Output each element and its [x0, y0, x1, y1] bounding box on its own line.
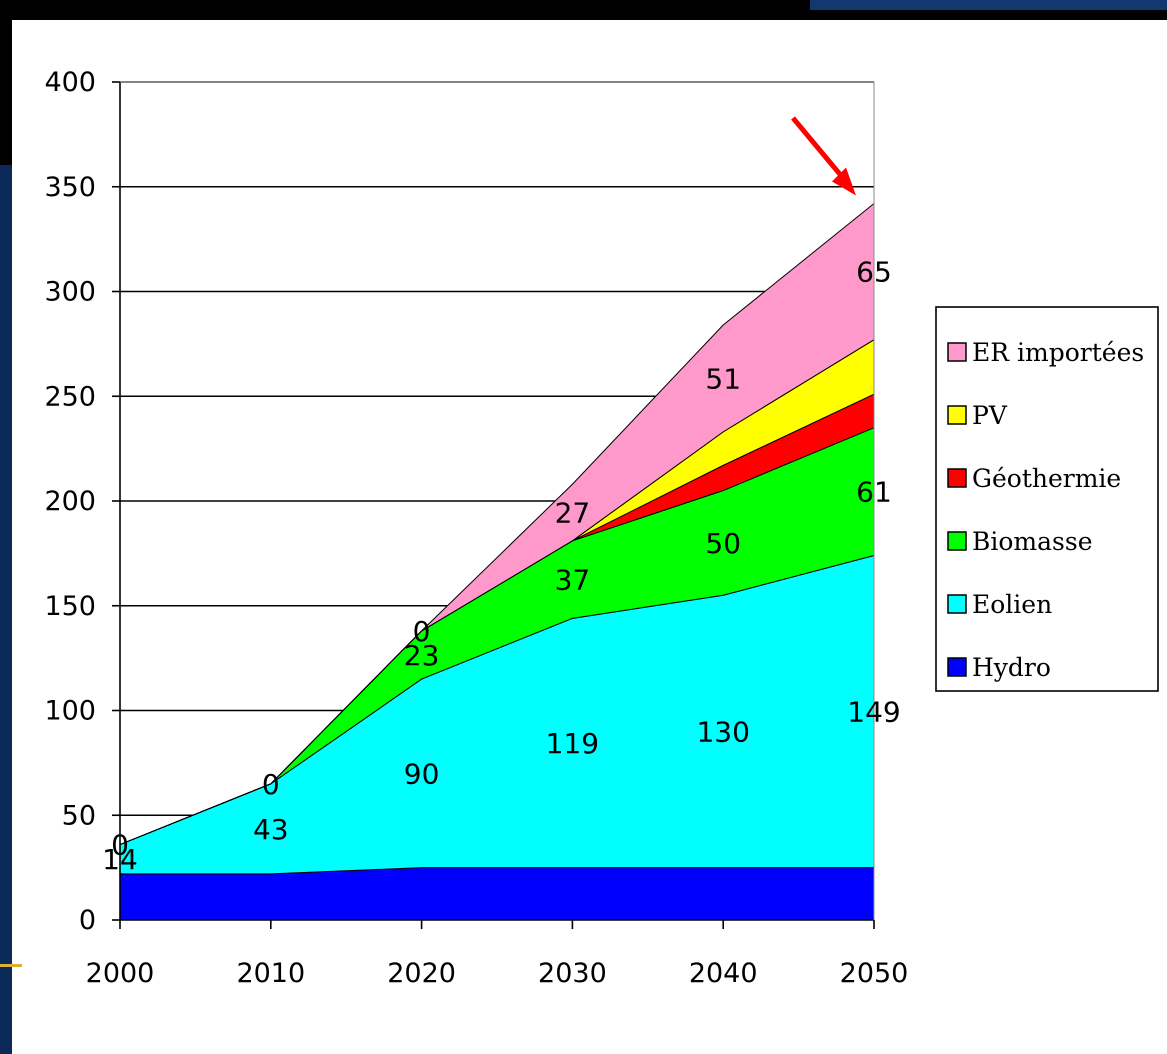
data-label: 14: [102, 843, 138, 876]
data-label: 27: [555, 497, 591, 530]
data-label: 90: [404, 757, 440, 790]
y-tick-label: 100: [44, 696, 96, 727]
legend-label: Biomasse: [972, 527, 1092, 556]
data-label: 0: [111, 829, 129, 862]
y-tick-label: 400: [44, 67, 96, 98]
legend-box: [935, 306, 1159, 692]
legend-swatch: [947, 342, 967, 362]
x-tick-label: 2020: [387, 958, 456, 989]
data-label: 50: [705, 527, 741, 560]
legend-swatch: [947, 531, 967, 551]
x-tick-label: 2040: [689, 958, 758, 989]
x-tick-label: 2010: [236, 958, 305, 989]
data-label: 23: [404, 639, 440, 672]
y-tick-label: 0: [79, 905, 96, 936]
legend-swatch: [947, 657, 967, 677]
top-right-blue-band: [810, 0, 1167, 10]
data-label: 51: [705, 362, 741, 395]
annotations: [791, 116, 856, 196]
legend-item: Géothermie: [947, 464, 1121, 493]
legend-item: Eolien: [947, 590, 1052, 619]
legend-label: ER importées: [972, 338, 1144, 367]
annotation-arrow-head: [832, 167, 856, 196]
legend: ER importées PV Géothermie Biomasse Eolien Hy…: [935, 306, 1159, 692]
legend-label: Hydro: [972, 653, 1051, 682]
data-label: 65: [856, 256, 892, 289]
data-label: 0: [262, 768, 280, 801]
legend-swatch: [947, 468, 967, 488]
data-label: 130: [696, 715, 749, 748]
x-tick-label: 2050: [840, 958, 909, 989]
area-layers: [119, 202, 875, 921]
legend-swatch: [947, 405, 967, 425]
y-tick-label: 300: [44, 277, 96, 308]
data-label: 37: [555, 564, 591, 597]
data-label: 119: [546, 727, 599, 760]
data-label: 149: [847, 696, 900, 729]
data-label: 61: [856, 476, 892, 509]
data-label: 0: [413, 615, 431, 648]
x-tick-label: 2000: [86, 958, 155, 989]
y-tick-label: 200: [44, 486, 96, 517]
legend-item: ER importées: [947, 338, 1144, 367]
legend-label: PV: [972, 401, 1008, 430]
y-tick-labels: 0 50 100 150 200 250 300 350 400: [44, 67, 120, 936]
legend-item: PV: [947, 401, 1008, 430]
x-tick-labels: 2000 2010 2020 2030 2040 2050: [86, 920, 909, 989]
legend-label: Eolien: [972, 590, 1052, 619]
data-labels: 14 43 90 119 130 149 23 37 50 61 0 0 0 27 51 65: [102, 256, 901, 877]
legend-item: Hydro: [947, 653, 1051, 682]
legend-swatch: [947, 594, 967, 614]
y-tick-label: 350: [44, 172, 96, 203]
data-label: 43: [253, 813, 289, 846]
slide-accent-line: [0, 964, 22, 967]
y-tick-label: 250: [44, 381, 96, 412]
annotation-arrow-shaft: [791, 116, 848, 184]
y-tick-label: 50: [62, 800, 96, 831]
legend-label: Géothermie: [972, 464, 1121, 493]
legend-item: Biomasse: [947, 527, 1092, 556]
x-tick-label: 2030: [538, 958, 607, 989]
area-hydro: [119, 867, 875, 921]
y-tick-label: 150: [44, 591, 96, 622]
